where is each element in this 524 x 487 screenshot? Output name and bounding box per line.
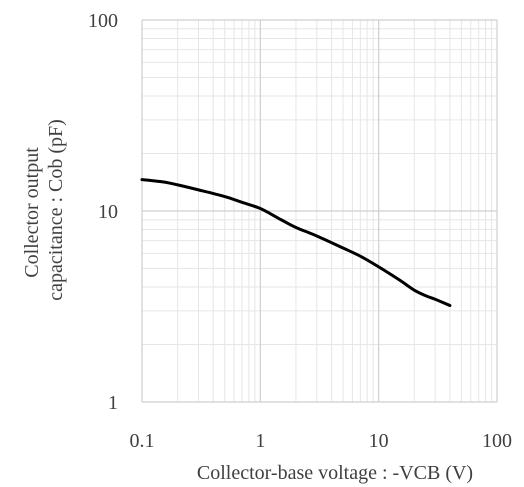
x-tick-label: 10 [369,430,389,452]
x-tick-labels: 0.1 1 10 100 [130,430,513,452]
y-axis-title-line-1: Collector output [21,147,43,278]
y-axis-title: Collector output capacitance : Cob (pF) [21,119,67,301]
y-tick-label: 10 [98,201,118,223]
x-tick-label: 100 [482,430,512,452]
y-tick-label: 1 [108,392,118,414]
x-tick-label: 1 [255,430,265,452]
x-axis-title: Collector-base voltage : -VCB (V) [197,462,473,484]
series-layer [140,178,452,308]
grid-major [141,19,498,403]
x-tick-label: 0.1 [130,430,155,452]
y-axis-title-line-2: capacitance : Cob (pF) [45,119,67,301]
y-tick-label: 100 [88,10,118,32]
y-tick-labels: 1 10 100 [88,10,118,414]
series-line [140,178,452,308]
